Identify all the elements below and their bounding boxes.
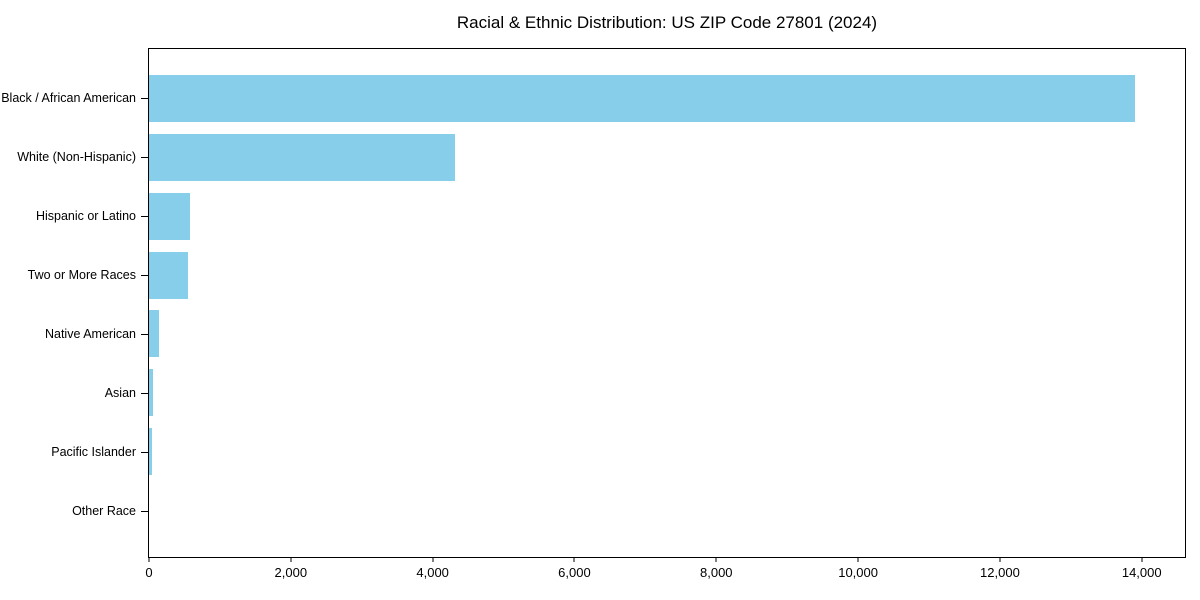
y-tick-mark — [141, 275, 149, 277]
bar-row: Other Race — [72, 481, 1185, 540]
x-tick-label: 14,000 — [1121, 565, 1162, 580]
category-label: Black / African American — [1, 91, 136, 106]
y-tick-mark — [141, 510, 149, 512]
category-label: Native American — [44, 326, 136, 341]
bar-row: Asian — [105, 363, 1185, 422]
x-tick-label: 0 — [145, 565, 153, 580]
bar — [149, 74, 1135, 122]
bar-row: Native American — [45, 305, 1185, 364]
category-label: White (Non-Hispanic) — [17, 150, 136, 165]
x-tick-label: 10,000 — [838, 565, 878, 580]
bar-row: Pacific Islander — [51, 422, 1185, 481]
x-tick-label: 12,000 — [980, 565, 1020, 580]
x-tick-label: 8,000 — [700, 565, 733, 580]
x-tick-label: 6,000 — [558, 565, 591, 580]
x-tick-label: 4,000 — [416, 565, 449, 580]
category-label: Hispanic or Latino — [35, 209, 136, 224]
category-label: Pacific Islander — [51, 444, 136, 459]
x-tick-mark — [148, 557, 150, 562]
bar — [149, 251, 188, 299]
bar — [149, 369, 153, 417]
y-tick-mark — [141, 216, 149, 218]
x-tick-mark — [432, 557, 434, 562]
x-tick-mark — [857, 557, 859, 562]
bar-row: White (Non-Hispanic) — [17, 128, 1185, 187]
x-tick-label: 2,000 — [274, 565, 308, 580]
x-tick-mark — [573, 557, 575, 562]
category-label: Asian — [104, 385, 136, 400]
bar — [149, 310, 159, 358]
bar — [149, 192, 191, 240]
bar — [149, 133, 456, 181]
y-tick-mark — [141, 392, 149, 394]
y-tick-mark — [141, 98, 149, 100]
x-tick-mark — [715, 557, 717, 562]
y-tick-mark — [141, 157, 149, 159]
y-tick-mark — [141, 333, 149, 335]
bar — [149, 428, 152, 476]
category-label: Other Race — [72, 503, 136, 518]
x-tick-mark — [290, 557, 292, 562]
plot-area: Black / African American White (Non-Hispa… — [1, 48, 1186, 580]
chart-title: Racial & Ethnic Distribution: US ZIP Cod… — [456, 13, 878, 32]
y-tick-mark — [141, 451, 149, 453]
x-tick-mark — [999, 557, 1001, 562]
bar-row: Two or More Races — [28, 246, 1185, 305]
category-label: Two or More Races — [27, 268, 136, 283]
bar-row: Black / African American — [1, 69, 1185, 128]
plot-rows: Black / African American White (Non-Hispa… — [1, 69, 1185, 540]
x-tick-mark — [1141, 557, 1143, 562]
bar-row: Hispanic or Latino — [36, 187, 1185, 246]
